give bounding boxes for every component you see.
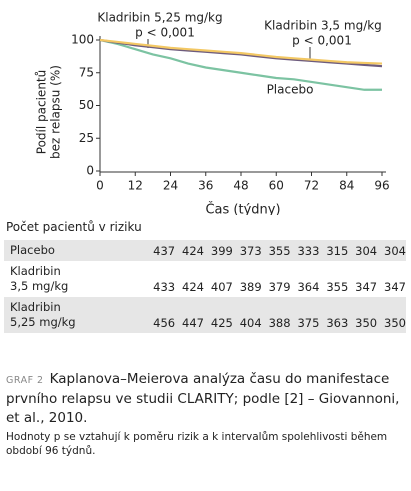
cell: 333	[297, 244, 320, 258]
x-label: Čas (týdny)	[205, 202, 280, 216]
row-label: Kladribin 5,25 mg/kg	[10, 300, 76, 329]
caption-label: GRAF 2	[6, 375, 44, 386]
cell: 304	[355, 244, 378, 258]
caption-text: Kaplanova–Meierova analýza času do manif…	[6, 371, 400, 426]
x-tick-label: 12	[128, 179, 143, 193]
cell: 407	[210, 280, 233, 294]
y-tick-label: 100	[71, 33, 94, 47]
series-label: Kladribin 5,25 mg/kg	[97, 11, 222, 25]
table-title: Počet pacientů v riziku	[6, 220, 142, 234]
cell: 379	[268, 280, 291, 294]
cell: 404	[239, 316, 262, 330]
annotation: p < 0,001	[292, 34, 352, 48]
cell: 375	[297, 316, 320, 330]
chart: Podíl pacientů bez relapsu (%) Čas (týdn…	[35, 11, 390, 216]
risk-table: Placebo 437 424 399 373 355 333 315 304 304 Kladri…	[4, 240, 406, 333]
row-label: Placebo	[10, 243, 55, 257]
cell: 315	[326, 244, 349, 258]
cell: 456	[153, 316, 176, 330]
cell: 304	[384, 244, 406, 258]
series-line	[99, 38, 383, 65]
table-row: Kladribin 5,25 mg/kg 456 447 425 404 388 375 36…	[4, 297, 406, 333]
cell: 424	[182, 280, 204, 294]
y-tick-label: 25	[79, 131, 94, 145]
series-label: Placebo	[267, 83, 314, 97]
x-tick-label: 60	[269, 179, 284, 193]
cell: 437	[153, 244, 176, 258]
y-label: Podíl pacientů	[35, 70, 49, 154]
cell: 364	[297, 280, 320, 294]
cell: 433	[153, 280, 176, 294]
cell: 399	[210, 244, 233, 258]
x-tick-label: 96	[374, 179, 389, 193]
cell: 350	[355, 316, 378, 330]
cell: 425	[210, 316, 233, 330]
x-tick-label: 24	[163, 179, 178, 193]
cell: 373	[239, 244, 262, 258]
cell: 355	[268, 244, 291, 258]
row-label: Kladribin 3,5 mg/kg	[10, 264, 69, 293]
cell: 388	[268, 316, 291, 330]
x-tick-label: 0	[96, 179, 104, 193]
y-tick-label: 0	[86, 164, 94, 178]
y-tick-label: 50	[79, 98, 94, 112]
x-tick-label: 84	[339, 179, 354, 193]
x-tick-label: 36	[198, 179, 213, 193]
series-line	[99, 38, 383, 68]
series-line	[99, 38, 382, 91]
caption: GRAF 2 Kaplanova–Meierova analýza času do…	[6, 370, 401, 428]
cell: 389	[239, 280, 262, 294]
series-label: Kladribin 3,5 mg/kg	[264, 19, 382, 33]
table-row: Placebo 437 424 399 373 355 333 315 304 304	[4, 240, 406, 261]
y-tick-label: 75	[79, 65, 94, 79]
cell: 424	[182, 244, 204, 258]
y-label: bez relapsu (%)	[49, 65, 63, 159]
note: Hodnoty p se vztahují k poměru rizik a k…	[6, 431, 388, 457]
x-tick-label: 48	[233, 179, 248, 193]
x-tick-label: 72	[304, 179, 319, 193]
cell: 347	[355, 280, 378, 294]
cell: 447	[182, 316, 204, 330]
cell: 350	[384, 316, 406, 330]
cell: 363	[326, 316, 349, 330]
cell: 347	[384, 280, 406, 294]
annotation: p < 0,001	[135, 26, 195, 40]
table-row: Kladribin 3,5 mg/kg 433 424 407 389 379 364 355…	[4, 261, 406, 297]
cell: 355	[326, 280, 349, 294]
